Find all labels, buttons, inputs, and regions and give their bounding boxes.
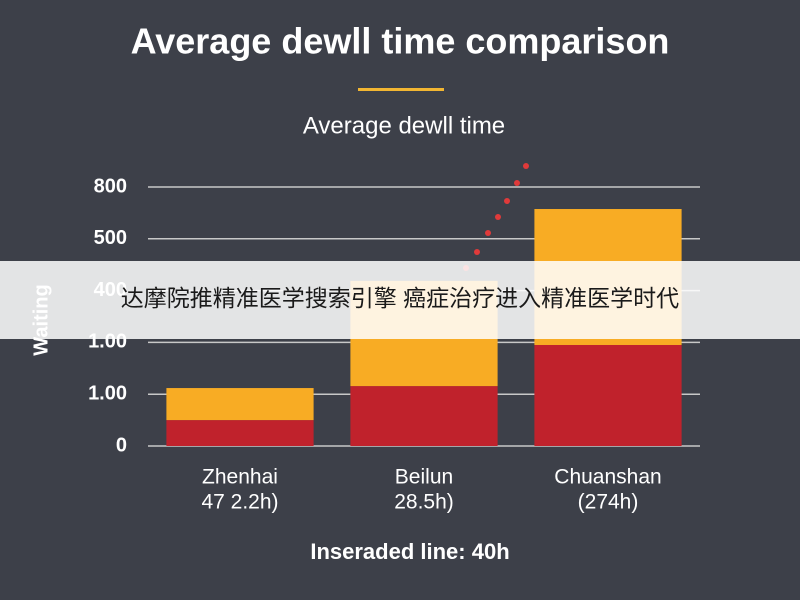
x-tick-label: Beilun bbox=[395, 466, 453, 489]
y-tick-label: 0 bbox=[116, 434, 127, 456]
banner-background bbox=[0, 261, 800, 339]
y-tick-label: 800 bbox=[94, 175, 127, 197]
chart-subtitle: Average dewll time bbox=[303, 112, 505, 139]
footer-note: Inseraded line: 40h bbox=[310, 539, 509, 564]
x-tick-label: Zhenhai bbox=[202, 466, 278, 489]
bar-segment bbox=[534, 344, 682, 446]
chart-title: Average dewll time comparison bbox=[131, 21, 670, 62]
bar-segment bbox=[166, 388, 314, 421]
x-tick-note: 47 2.2h) bbox=[201, 491, 278, 514]
bar-segment bbox=[350, 386, 498, 446]
x-tick-note: 28.5h) bbox=[394, 491, 454, 514]
x-tick-note: (274h) bbox=[578, 491, 639, 514]
y-tick-label: 1.00 bbox=[88, 382, 127, 404]
x-tick-label: Chuanshan bbox=[554, 466, 661, 489]
banner-text: 达摩院推精准医学搜索引擎 癌症治疗进入精准医学时代 bbox=[121, 285, 679, 311]
title-rule bbox=[358, 88, 444, 91]
y-tick-label: 500 bbox=[94, 227, 127, 249]
bar-segment bbox=[166, 420, 314, 446]
